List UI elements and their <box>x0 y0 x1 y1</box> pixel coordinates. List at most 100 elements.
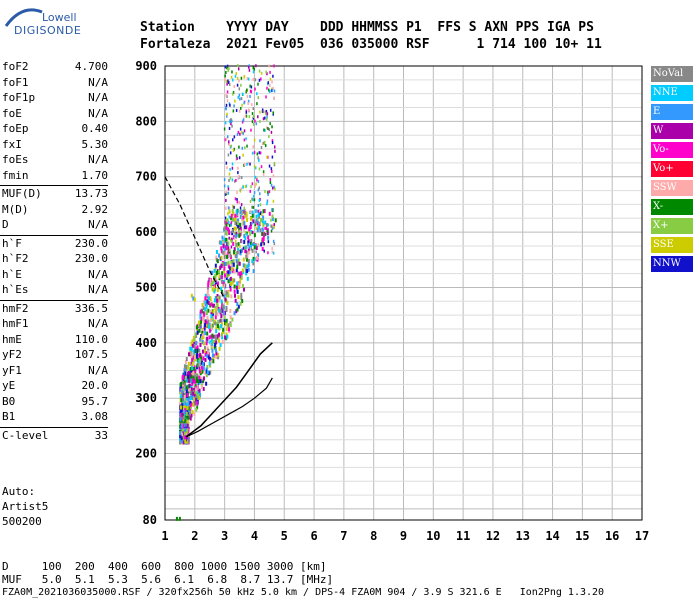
legend-item: NNW <box>651 256 693 272</box>
echo-point <box>217 338 220 343</box>
echo-point <box>236 221 239 226</box>
echo-point <box>234 254 237 259</box>
param-value: 95.7 <box>81 394 109 408</box>
echo-point <box>206 346 209 351</box>
echo-point <box>223 184 226 188</box>
echo-point <box>269 108 272 112</box>
echo-point <box>180 436 183 441</box>
param-name: foEs <box>2 153 29 166</box>
echo-point <box>232 211 235 216</box>
echo-point <box>200 338 203 343</box>
x-tick-label: 7 <box>340 529 347 543</box>
echo-point <box>244 185 247 189</box>
x-tick-label: 10 <box>426 529 440 543</box>
echo-point <box>273 242 276 246</box>
echo-point <box>262 117 265 121</box>
echo-point <box>225 71 227 75</box>
echo-point <box>236 190 238 194</box>
echo-point <box>249 209 252 213</box>
echo-point <box>244 162 246 166</box>
echo-point <box>239 206 242 210</box>
echo-point <box>258 69 261 73</box>
echo-point <box>273 223 276 227</box>
echo-point <box>185 397 188 402</box>
echo-point <box>201 349 204 354</box>
echo-point <box>181 389 184 394</box>
echo-point <box>216 281 219 286</box>
echo-point <box>228 82 231 86</box>
echo-point <box>199 379 202 384</box>
echo-point <box>264 116 266 120</box>
echo-point <box>199 362 202 367</box>
param-separator <box>0 299 108 301</box>
echo-point <box>240 271 243 276</box>
echo-point <box>220 286 223 291</box>
echo-point <box>201 335 204 340</box>
echo-point <box>213 303 216 308</box>
echo-point <box>197 396 200 401</box>
legend-item: X+ <box>651 218 693 234</box>
echo-point <box>205 302 208 307</box>
echo-point <box>198 369 201 374</box>
echo-point <box>191 339 194 344</box>
echo-point <box>193 379 196 384</box>
echo-point <box>185 357 188 362</box>
echo-point <box>267 190 269 194</box>
echo-point <box>179 402 182 407</box>
echo-point <box>244 236 247 241</box>
echo-point <box>255 245 258 250</box>
echo-point <box>235 254 238 259</box>
echo-point <box>216 321 219 326</box>
echo-point <box>268 164 271 168</box>
echo-point <box>248 250 251 255</box>
echo-point <box>264 226 266 230</box>
echo-point <box>242 246 245 250</box>
echo-point <box>181 428 184 433</box>
echo-point <box>267 127 269 131</box>
echo-point <box>190 378 193 383</box>
echo-point <box>236 83 239 87</box>
echo-point <box>253 67 256 71</box>
param-name: hmE <box>2 332 22 346</box>
echo-point <box>225 273 228 278</box>
echo-point <box>208 361 211 366</box>
echo-point <box>204 300 207 305</box>
x-tick-label: 9 <box>400 529 407 543</box>
echo-point <box>222 327 225 332</box>
echo-point <box>231 124 233 128</box>
header-line-2: Fortaleza 2021 Fev05 036 035000 RSF 1 71… <box>140 37 602 52</box>
echo-point <box>242 153 244 157</box>
echo-point <box>203 376 206 381</box>
echo-point <box>232 92 234 96</box>
echo-point <box>257 156 259 160</box>
echo-point <box>231 166 234 170</box>
y-tick-label: 300 <box>135 391 157 405</box>
echo-point <box>253 191 256 195</box>
echo-point <box>189 390 192 395</box>
echo-point <box>259 209 261 213</box>
echo-point <box>227 279 230 284</box>
echo-point <box>224 335 227 340</box>
echo-point <box>189 366 192 371</box>
echo-point <box>269 70 271 74</box>
echo-point <box>227 289 230 294</box>
y-tick-label: 80 <box>143 513 157 527</box>
echo-point <box>270 130 273 134</box>
echo-point <box>236 260 239 265</box>
echo-point <box>254 119 256 123</box>
echo-point <box>239 250 242 254</box>
echo-point <box>250 230 253 235</box>
echo-point <box>216 296 219 301</box>
echo-point <box>196 405 199 410</box>
echo-point <box>228 140 230 144</box>
echo-point <box>241 268 244 273</box>
echo-point <box>273 185 275 189</box>
echo-point <box>236 302 239 307</box>
echo-point <box>270 183 273 187</box>
echo-point <box>221 271 224 276</box>
x-tick-label: 12 <box>486 529 500 543</box>
echo-point <box>252 205 255 209</box>
echo-point <box>246 94 249 98</box>
echo-point <box>229 238 232 242</box>
echo-point <box>254 166 257 170</box>
